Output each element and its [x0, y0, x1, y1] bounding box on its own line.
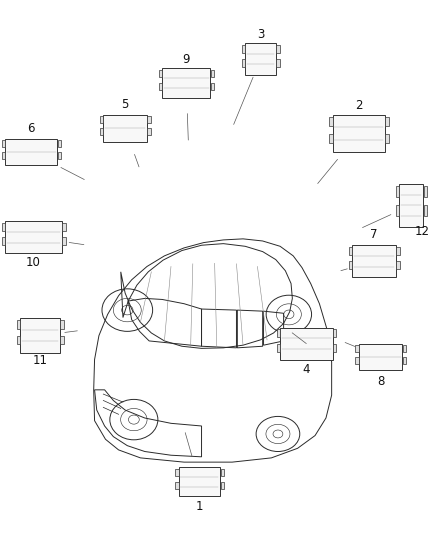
Bar: [220, 469, 224, 476]
Bar: [355, 357, 359, 364]
Bar: [5, 221, 62, 253]
Bar: [329, 134, 332, 143]
Bar: [62, 237, 66, 245]
Bar: [103, 115, 147, 142]
Text: 5: 5: [121, 98, 129, 111]
Text: 3: 3: [257, 28, 264, 41]
Bar: [396, 247, 400, 255]
Bar: [242, 45, 245, 53]
Bar: [220, 482, 224, 489]
Text: 12: 12: [414, 225, 430, 238]
Bar: [359, 344, 403, 370]
Bar: [424, 186, 427, 197]
Text: 8: 8: [377, 375, 384, 389]
Bar: [60, 336, 64, 344]
Bar: [148, 116, 151, 123]
Bar: [396, 186, 399, 197]
Text: 6: 6: [28, 122, 35, 135]
Bar: [159, 83, 162, 91]
Bar: [58, 140, 61, 147]
Bar: [148, 128, 151, 135]
Bar: [62, 223, 66, 231]
Bar: [20, 318, 60, 353]
Bar: [396, 205, 399, 216]
Text: 9: 9: [183, 53, 190, 66]
Text: 10: 10: [26, 256, 41, 269]
Bar: [403, 357, 406, 364]
Bar: [276, 45, 280, 53]
Bar: [333, 344, 336, 352]
Bar: [424, 205, 427, 216]
Bar: [245, 43, 276, 75]
Bar: [396, 261, 400, 269]
Text: 7: 7: [370, 228, 378, 241]
Bar: [385, 134, 389, 143]
Text: 4: 4: [303, 364, 310, 376]
Bar: [403, 345, 406, 352]
Bar: [280, 328, 332, 360]
Bar: [5, 139, 57, 165]
Bar: [2, 140, 5, 147]
Text: 2: 2: [355, 99, 363, 112]
Text: 11: 11: [32, 354, 47, 367]
Bar: [329, 117, 332, 126]
Bar: [385, 117, 389, 126]
Text: 1: 1: [196, 500, 203, 513]
Bar: [17, 320, 20, 329]
Bar: [352, 245, 396, 277]
Bar: [175, 469, 179, 476]
Bar: [333, 329, 336, 337]
Bar: [100, 116, 103, 123]
Bar: [2, 237, 5, 245]
Bar: [211, 83, 214, 91]
Bar: [175, 482, 179, 489]
Bar: [58, 152, 61, 159]
Bar: [355, 345, 359, 352]
Bar: [277, 329, 280, 337]
Bar: [17, 336, 20, 344]
Bar: [242, 59, 245, 67]
Bar: [276, 59, 280, 67]
Bar: [399, 184, 423, 227]
Bar: [2, 223, 5, 231]
Bar: [179, 467, 220, 496]
Bar: [349, 247, 352, 255]
Bar: [349, 261, 352, 269]
Bar: [2, 152, 5, 159]
Bar: [211, 70, 214, 77]
Bar: [60, 320, 64, 329]
Bar: [277, 344, 280, 352]
Bar: [100, 128, 103, 135]
Bar: [162, 68, 210, 98]
Bar: [332, 115, 385, 152]
Bar: [159, 70, 162, 77]
